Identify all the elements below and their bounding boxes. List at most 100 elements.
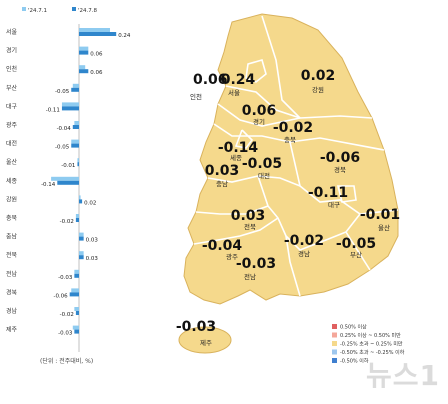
region-border bbox=[225, 85, 373, 119]
bar-prev bbox=[72, 325, 79, 330]
category-label: 전북 bbox=[6, 251, 18, 259]
data-label: 0.06 bbox=[90, 70, 103, 76]
data-label: 0.06 bbox=[90, 52, 103, 58]
region-value: -0.03 bbox=[236, 256, 276, 272]
category-label: 경남 bbox=[6, 307, 18, 315]
bar-prev bbox=[74, 307, 79, 311]
jeju-shape bbox=[178, 326, 232, 354]
legend-swatch-1 bbox=[72, 7, 76, 11]
data-label: -0.11 bbox=[46, 107, 60, 113]
region-name: 광주 bbox=[226, 253, 238, 261]
data-label: -0.05 bbox=[55, 89, 70, 95]
bar-curr bbox=[71, 87, 79, 92]
bar-prev bbox=[61, 102, 79, 107]
region-name: 울산 bbox=[378, 223, 390, 232]
bar-curr bbox=[79, 255, 84, 260]
region-name: 경남 bbox=[298, 249, 310, 258]
data-label: 0.03 bbox=[86, 256, 99, 262]
unit-note: (단위 : 전주대비, %) bbox=[40, 358, 94, 365]
data-label: -0.03 bbox=[58, 331, 73, 337]
region-value: 0.24 bbox=[221, 72, 256, 88]
category-label: 강원 bbox=[6, 195, 17, 203]
region-name: 강원 bbox=[312, 85, 324, 94]
category-label: 광주 bbox=[6, 122, 18, 129]
region-value: -0.02 bbox=[284, 233, 324, 249]
region-border bbox=[245, 59, 267, 83]
map-legend-label: -0.50% 이하 bbox=[340, 358, 369, 365]
category-label: 서울 bbox=[6, 28, 18, 36]
region-value: -0.02 bbox=[273, 120, 313, 136]
data-label: 0.03 bbox=[86, 238, 99, 244]
region-value: 0.03 bbox=[205, 163, 240, 179]
category-label: 세종 bbox=[6, 177, 18, 185]
bar-prev bbox=[74, 121, 79, 125]
map-legend-label: -0.50% 초과 ~ -0.25% 이하 bbox=[340, 349, 405, 356]
map-legend-swatch bbox=[332, 324, 337, 329]
region-value: -0.04 bbox=[202, 238, 243, 254]
region-border bbox=[217, 103, 301, 127]
bar-prev bbox=[51, 176, 79, 181]
category-label: 충남 bbox=[6, 233, 18, 241]
region-name: 세종 bbox=[230, 153, 242, 162]
region-border bbox=[336, 185, 357, 203]
category-label: 인천 bbox=[6, 65, 17, 73]
data-label: 0.02 bbox=[84, 200, 96, 206]
map-legend-swatch bbox=[332, 341, 337, 346]
bar-curr bbox=[75, 218, 79, 222]
region-border bbox=[261, 15, 301, 119]
map-legend-label: 0.50% 이상 bbox=[340, 324, 367, 331]
bar-prev bbox=[71, 288, 79, 293]
region-value: 0.06 bbox=[193, 72, 228, 88]
category-label: 경북 bbox=[6, 289, 18, 296]
region-name: 제주 bbox=[200, 339, 212, 347]
data-label: -0.03 bbox=[58, 275, 73, 281]
region-value: -0.05 bbox=[242, 156, 282, 172]
region-value: -0.06 bbox=[320, 150, 360, 166]
category-label: 대전 bbox=[6, 140, 17, 148]
region-value: -0.14 bbox=[218, 140, 259, 156]
category-label: 충북 bbox=[6, 214, 18, 222]
bar-curr bbox=[72, 125, 79, 129]
category-label: 전남 bbox=[6, 270, 18, 278]
region-border bbox=[193, 217, 279, 245]
region-value: -0.11 bbox=[308, 185, 348, 201]
legend-label-0: '24.7.1 bbox=[28, 8, 47, 14]
region-name: 부산 bbox=[350, 250, 362, 259]
bar-curr bbox=[69, 292, 79, 297]
region-name: 서울 bbox=[228, 88, 240, 97]
region-value: 0.06 bbox=[242, 103, 277, 119]
data-label: -0.06 bbox=[53, 293, 68, 299]
legend-swatch-0 bbox=[22, 7, 26, 11]
category-label: 울산 bbox=[6, 158, 18, 166]
region-value: 0.03 bbox=[231, 208, 266, 224]
category-label: 제주 bbox=[6, 326, 18, 334]
map-legend-label: 0.25% 이상 ~ 0.50% 미만 bbox=[340, 332, 401, 339]
map-legend-swatch bbox=[332, 349, 337, 355]
bar-curr bbox=[79, 236, 84, 241]
bar-curr bbox=[79, 199, 83, 204]
bar-curr bbox=[79, 50, 89, 55]
region-border bbox=[234, 129, 254, 149]
data-label: -0.05 bbox=[55, 145, 70, 151]
bar-prev bbox=[79, 195, 81, 200]
category-label: 대구 bbox=[6, 102, 18, 110]
category-label: 부산 bbox=[6, 84, 18, 92]
bar-prev bbox=[79, 232, 84, 237]
data-label: -0.01 bbox=[61, 163, 75, 169]
bar-curr bbox=[75, 311, 79, 315]
region-value: -0.01 bbox=[360, 207, 400, 223]
bar-prev bbox=[75, 214, 79, 218]
region-name: 경북 bbox=[334, 165, 346, 174]
map-legend-swatch bbox=[332, 358, 337, 363]
bar-prev bbox=[79, 251, 84, 256]
region-border bbox=[207, 141, 302, 188]
category-label: 경기 bbox=[6, 47, 17, 55]
legend-label-1: '24.7.8 bbox=[78, 8, 98, 14]
region-name: 경기 bbox=[253, 117, 265, 126]
map-legend-swatch bbox=[332, 332, 337, 338]
bar-curr bbox=[71, 143, 79, 148]
region-border bbox=[345, 231, 371, 271]
region-value: -0.03 bbox=[176, 319, 216, 335]
bar-prev bbox=[74, 269, 79, 274]
